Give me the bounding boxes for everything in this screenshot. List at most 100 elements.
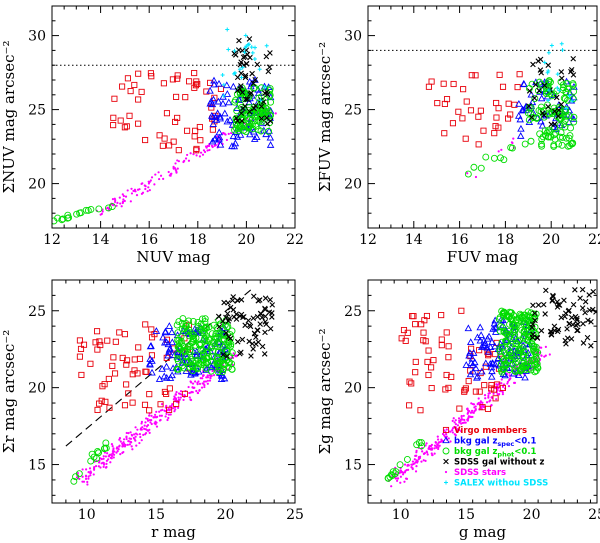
point-sdss-stars <box>197 380 200 383</box>
point-sdss-stars <box>420 460 423 463</box>
point-sdss-stars <box>188 396 191 399</box>
point-virgo-members <box>136 355 144 362</box>
point-sdss-gal-without-z <box>262 313 269 320</box>
point-sdss-stars <box>451 429 454 432</box>
point-bkg-gal-zphot-0-1 <box>182 319 190 327</box>
point-bkg-gal-zspec-0-1 <box>496 339 505 347</box>
point-sdss-gal-without-z <box>545 103 551 110</box>
point-bkg-gal-zphot-0-1 <box>561 95 569 103</box>
point-sdss-stars <box>206 149 209 152</box>
point-sdss-gal-without-z <box>538 69 545 76</box>
point-sdss-stars <box>144 431 148 435</box>
point-sdss-stars <box>483 394 487 397</box>
point-sdss-stars <box>167 416 170 420</box>
point-bkg-gal-zphot-0-1 <box>189 335 197 343</box>
point-sdss-stars <box>148 431 151 434</box>
point-sdss-stars <box>119 453 122 456</box>
point-virgo-members <box>174 72 181 79</box>
point-bkg-gal-zspec-0-1 <box>466 348 474 356</box>
point-virgo-members <box>121 402 129 409</box>
x-axis-label: NUV mag <box>136 248 211 266</box>
point-salex-withou-sdss <box>262 85 267 90</box>
point-bkg-gal-zphot-0-1 <box>519 352 527 359</box>
point-sdss-stars <box>198 155 202 158</box>
point-virgo-members <box>191 133 198 140</box>
point-sdss-stars <box>112 456 115 459</box>
point-sdss-gal-without-z <box>234 118 241 124</box>
point-bkg-gal-zspec-0-1 <box>215 79 223 87</box>
point-sdss-stars <box>148 180 151 184</box>
point-sdss-stars <box>87 475 90 478</box>
point-sdss-gal-without-z <box>555 113 562 119</box>
point-bkg-gal-zphot-0-1 <box>199 347 207 355</box>
point-sdss-stars <box>166 409 169 412</box>
point-sdss-stars <box>463 418 466 422</box>
point-sdss-stars <box>427 447 430 450</box>
point-bkg-gal-zspec-0-1 <box>223 90 232 97</box>
point-bkg-gal-zspec-0-1 <box>159 333 167 341</box>
point-sdss-stars <box>411 460 415 463</box>
point-bkg-gal-zphot-0-1 <box>522 319 530 327</box>
point-virgo-members <box>174 114 181 121</box>
point-sdss-stars <box>199 151 203 154</box>
point-virgo-members <box>121 124 128 131</box>
point-sdss-stars <box>168 174 171 177</box>
point-bkg-gal-zspec-0-1 <box>469 349 478 356</box>
point-bkg-gal-zspec-0-1 <box>477 331 485 339</box>
point-virgo-members <box>425 371 432 379</box>
point-salex-withou-sdss <box>226 47 231 52</box>
point-bkg-gal-zspec-0-1 <box>160 372 169 380</box>
point-virgo-members <box>138 88 145 95</box>
point-sdss-stars <box>99 466 102 469</box>
point-sdss-stars <box>116 446 119 449</box>
point-bkg-gal-zphot-0-1 <box>197 356 205 364</box>
point-bkg-gal-zspec-0-1 <box>209 120 218 127</box>
point-sdss-stars <box>414 470 418 473</box>
point-sdss-stars <box>465 407 469 411</box>
point-sdss-stars <box>488 400 491 403</box>
point-bkg-gal-zspec-0-1 <box>516 132 525 139</box>
point-bkg-gal-zspec-0-1 <box>266 133 275 141</box>
point-bkg-gal-zphot-0-1 <box>210 321 218 329</box>
point-virgo-members <box>166 406 173 413</box>
point-sdss-stars <box>93 466 96 469</box>
point-sdss-stars <box>209 377 212 380</box>
point-sdss-stars <box>410 466 413 469</box>
point-sdss-stars <box>119 202 122 205</box>
point-sdss-gal-without-z <box>223 314 229 321</box>
point-sdss-gal-without-z <box>556 302 563 308</box>
point-sdss-stars <box>104 466 108 469</box>
x-tick-label: 16 <box>140 232 158 248</box>
point-sdss-gal-without-z <box>579 305 586 311</box>
point-sdss-gal-without-z <box>534 335 541 341</box>
point-virgo-members <box>123 381 130 388</box>
point-sdss-stars <box>122 444 126 448</box>
point-bkg-gal-zphot-0-1 <box>533 355 541 363</box>
point-bkg-gal-zphot-0-1 <box>531 95 539 102</box>
point-bkg-gal-zphot-0-1 <box>567 140 575 148</box>
point-sdss-stars <box>496 389 499 392</box>
legend-label: SALEX withou SDSS <box>454 479 548 489</box>
point-virgo-members <box>409 313 416 320</box>
point-bkg-gal-zphot-0-1 <box>550 131 558 139</box>
point-bkg-gal-zphot-0-1 <box>237 123 245 131</box>
point-bkg-gal-zspec-0-1 <box>229 132 238 140</box>
point-sdss-gal-without-z <box>531 310 538 317</box>
point-virgo-members <box>163 390 170 397</box>
point-sdss-stars <box>155 425 159 428</box>
point-bkg-gal-zphot-0-1 <box>528 340 536 347</box>
point-salex-withou-sdss <box>232 70 237 75</box>
point-sdss-stars <box>182 398 185 402</box>
point-sdss-stars <box>410 463 413 466</box>
point-sdss-stars <box>140 439 143 442</box>
point-virgo-members <box>442 386 449 393</box>
point-bkg-gal-zspec-0-1 <box>209 95 218 103</box>
point-bkg-gal-zphot-0-1 <box>257 84 265 92</box>
point-bkg-gal-zspec-0-1 <box>485 332 493 340</box>
point-virgo-members <box>211 94 218 101</box>
point-sdss-stars <box>509 377 512 380</box>
point-sdss-stars <box>414 454 417 458</box>
point-sdss-stars <box>174 408 177 411</box>
point-sdss-gal-without-z <box>215 313 222 320</box>
point-bkg-gal-zphot-0-1 <box>108 203 116 211</box>
